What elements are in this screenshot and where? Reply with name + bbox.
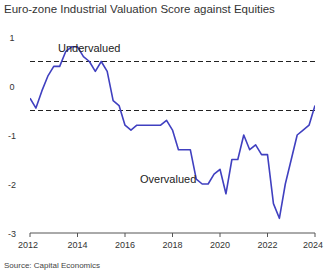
y-tick-label: 0	[9, 82, 14, 92]
source: Source: Capital Economics	[4, 261, 100, 270]
x-tick-label: 2018	[162, 240, 182, 250]
y-tick	[27, 135, 30, 136]
reference-line	[30, 61, 315, 62]
x-tick-label: 2022	[257, 240, 277, 250]
y-tick-label: -2	[8, 180, 16, 190]
x-tick-label: 2012	[18, 240, 38, 250]
annotation: Overvalued	[140, 173, 196, 185]
y-tick-label: -3	[8, 229, 16, 239]
reference-line	[30, 110, 315, 111]
plot-area	[30, 47, 315, 219]
x-tick	[172, 233, 173, 237]
annotation: Undervalued	[58, 42, 120, 54]
x-tick	[77, 233, 78, 237]
x-tick-label: 2016	[115, 240, 135, 250]
y-tick	[27, 37, 30, 38]
x-tick	[30, 233, 31, 237]
title: Euro-zone Industrial Valuation Score aga…	[4, 3, 275, 15]
y-tick-label: 1	[9, 33, 14, 43]
y-tick	[27, 184, 30, 185]
chart: Euro-zone Industrial Valuation Score aga…	[0, 0, 325, 273]
x-tick	[125, 233, 126, 237]
x-tick	[267, 233, 268, 237]
y-tick-label: -1	[8, 131, 16, 141]
x-tick	[315, 233, 316, 237]
x-tick-label: 2014	[67, 240, 87, 250]
x-tick	[220, 233, 221, 237]
y-tick	[27, 86, 30, 87]
x-tick-label: 2024	[303, 240, 323, 250]
data-line	[30, 47, 315, 219]
x-tick-label: 2020	[210, 240, 230, 250]
